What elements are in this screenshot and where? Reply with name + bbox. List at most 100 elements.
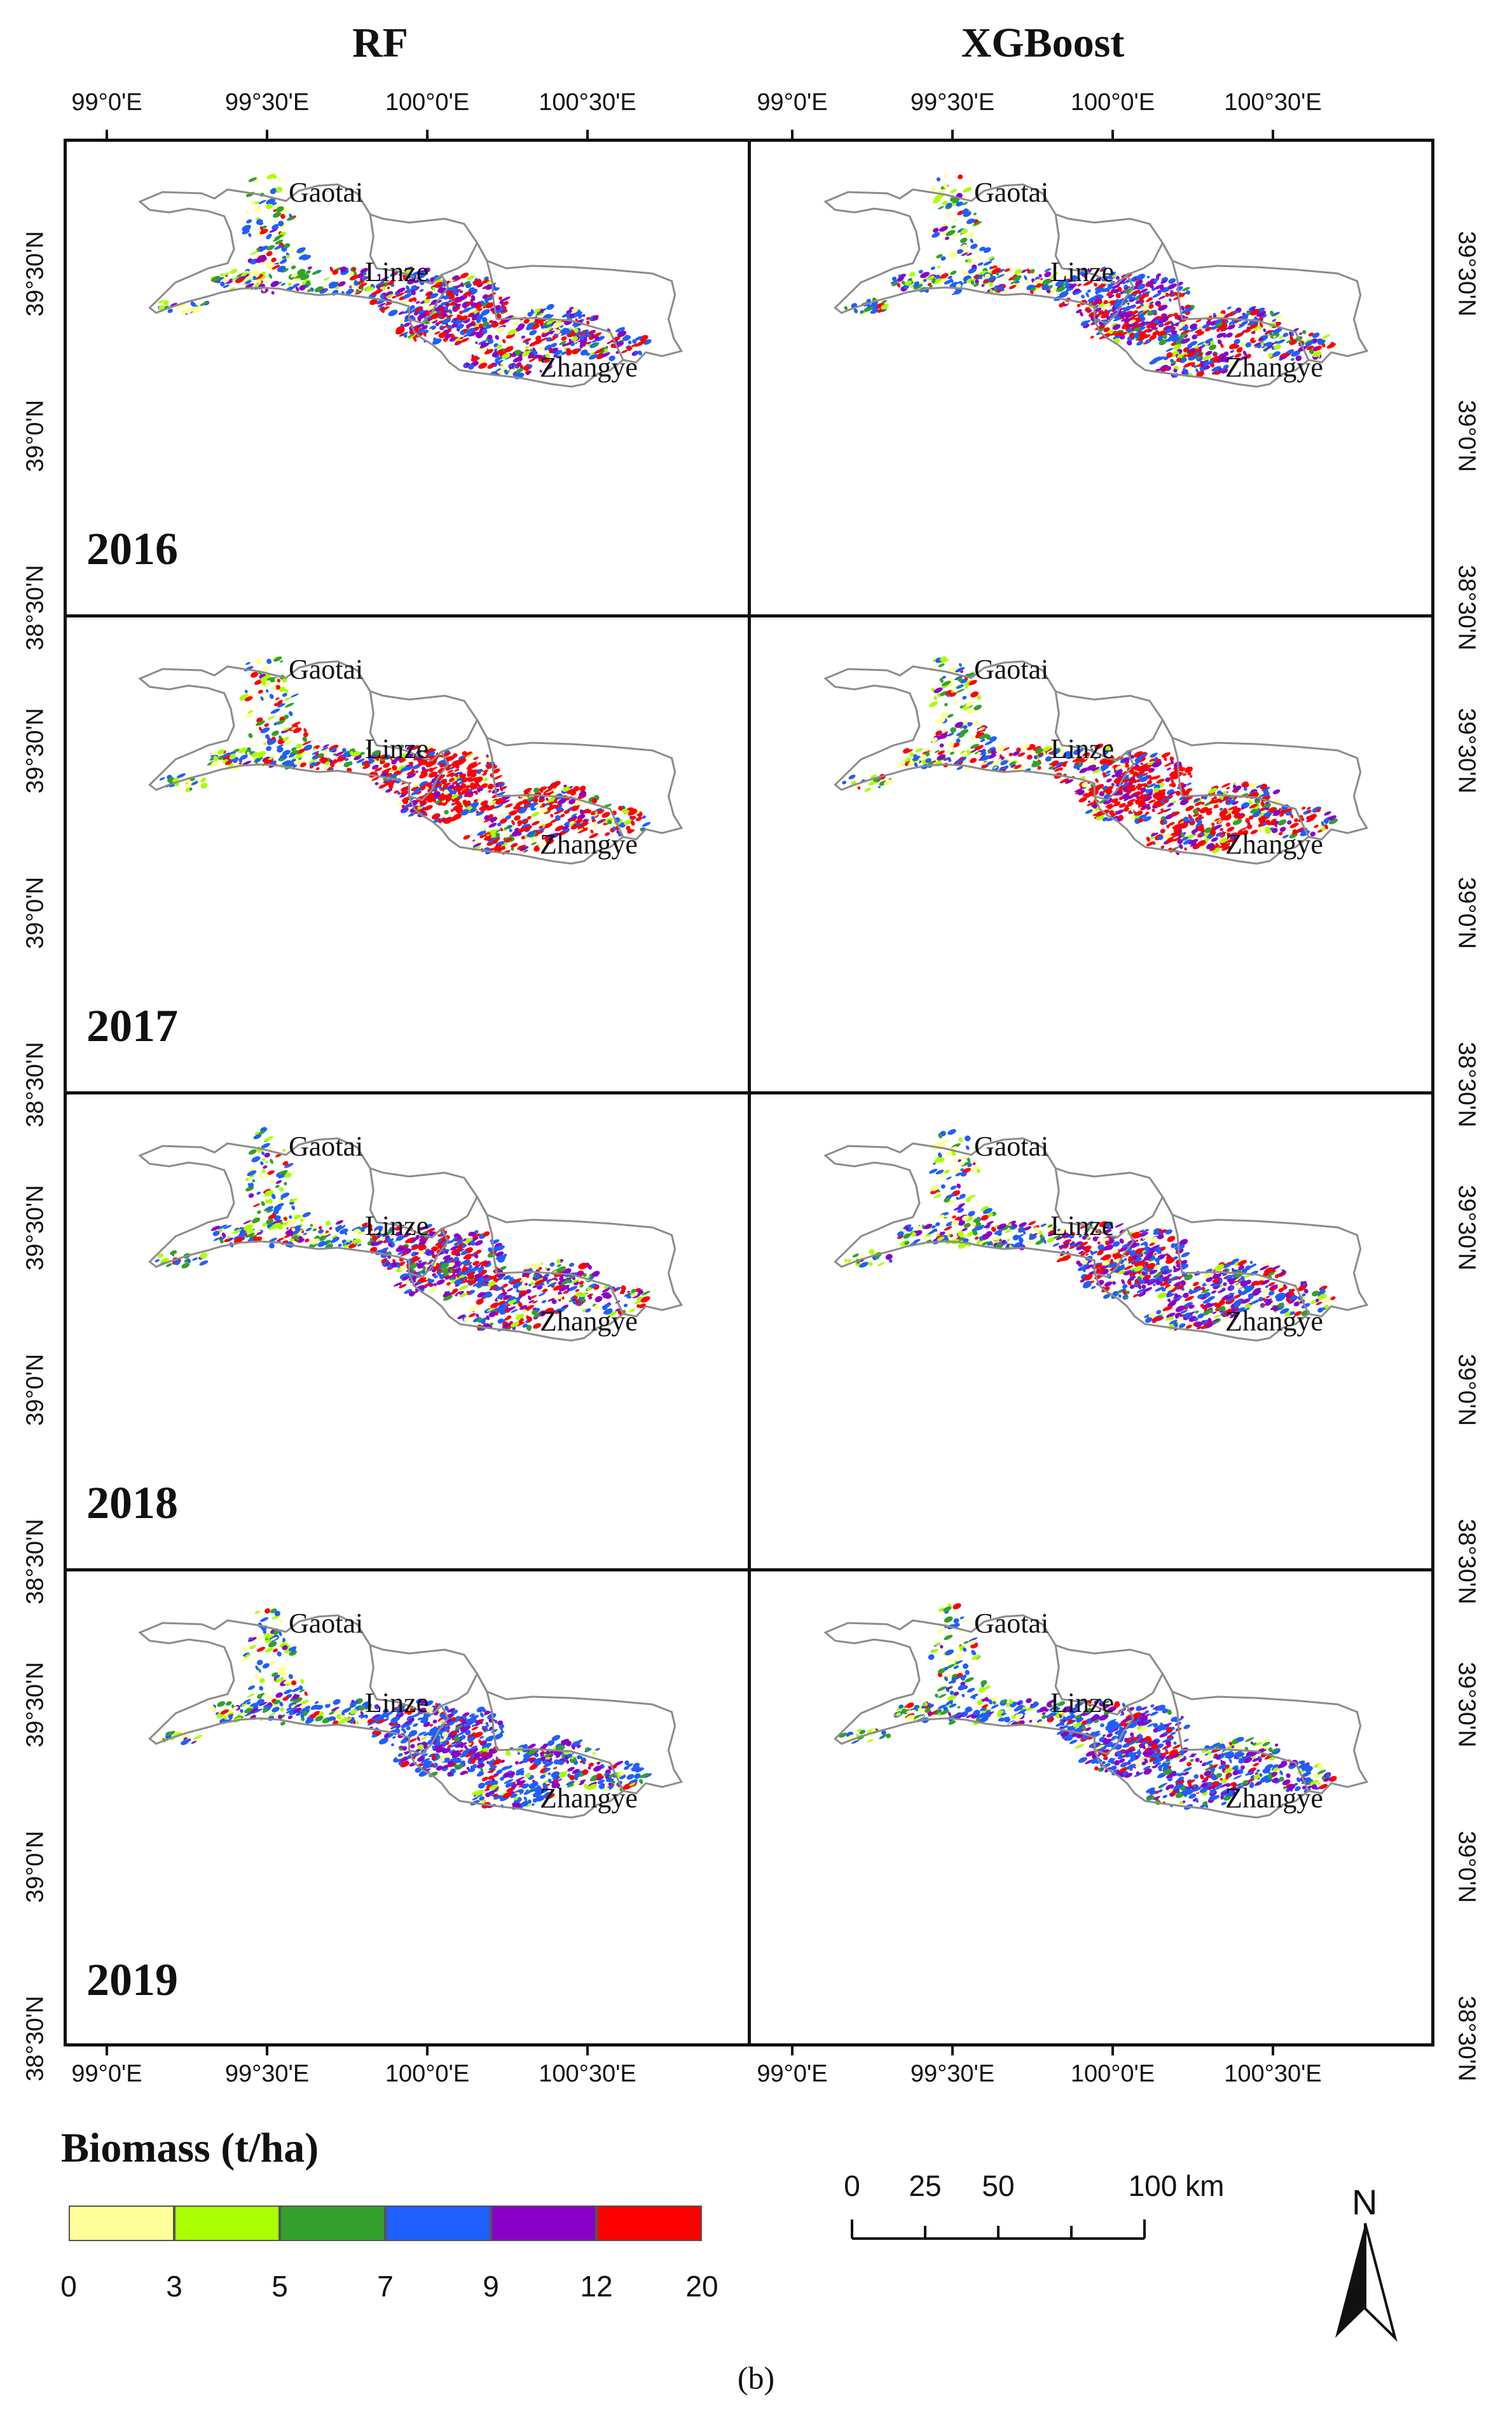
place-label-zhangye: Zhangye <box>540 352 638 383</box>
county-boundary <box>138 1614 684 1819</box>
legend-bin-label: 9 <box>483 2270 499 2303</box>
county-border <box>369 1168 478 1239</box>
left-lat-tick: 39°30'N <box>22 708 49 794</box>
top-lon-tick: 100°0'E <box>385 89 470 116</box>
left-lat-tick: 39°30'N <box>22 1662 49 1748</box>
map-panel-rf-2016: Gaotai Linze Zhangye 2016 <box>66 141 746 613</box>
county-border <box>1094 1228 1135 1278</box>
bottom-lon-tick: 100°0'E <box>385 2061 470 2087</box>
map-panel-xgboost-2017: Gaotai Linze Zhangye <box>752 618 1432 1090</box>
year-label: 2019 <box>86 1954 178 2005</box>
bottom-lon-tick: 100°30'E <box>539 2061 636 2087</box>
biomass-map <box>823 1603 1369 1819</box>
bottom-lon-tick: 100°30'E <box>1224 2061 1322 2087</box>
place-label-linze: Linze <box>365 1687 429 1718</box>
county-border <box>369 214 478 285</box>
bottom-lon-tick-mark <box>266 2047 268 2055</box>
bottom-lon-tick-mark <box>1272 2047 1274 2055</box>
legend-bin-label: 12 <box>580 2270 613 2303</box>
top-lon-tick-mark <box>266 130 268 139</box>
legend-swatch <box>280 2205 385 2241</box>
left-lat-tick: 39°30'N <box>22 231 49 317</box>
biomass-patches <box>844 1128 1336 1331</box>
county-border <box>1182 1271 1310 1315</box>
map-panel-xgboost-2019: Gaotai Linze Zhangye <box>752 1572 1432 2044</box>
county-border <box>476 242 498 320</box>
left-lat-tick: 39°0'N <box>22 1353 49 1426</box>
county-border <box>497 794 624 838</box>
top-lon-tick-mark <box>791 130 794 139</box>
biomass-map <box>138 1127 684 1342</box>
county-border <box>476 1673 498 1751</box>
place-label-gaotai: Gaotai <box>974 177 1049 208</box>
figure-caption: (b) <box>737 2360 775 2396</box>
biomass-patches <box>842 656 1338 855</box>
row-divider <box>64 614 1434 618</box>
map-panel-rf-2017: Gaotai Linze Zhangye 2017 <box>66 618 746 1090</box>
county-border <box>1054 1168 1164 1239</box>
bottom-lon-tick: 99°30'E <box>224 2061 310 2087</box>
legend-swatch <box>385 2205 491 2241</box>
top-lon-tick-mark <box>1111 130 1114 139</box>
place-label-zhangye: Zhangye <box>1225 1783 1323 1814</box>
county-border <box>1094 274 1135 324</box>
biomass-map <box>138 1608 684 1819</box>
legend-swatch <box>596 2205 702 2241</box>
biomass-patches <box>158 1608 652 1810</box>
right-lat-tick: 39°0'N <box>1453 876 1480 949</box>
top-lon-tick: 99°0'E <box>757 89 828 116</box>
top-lon-tick: 99°30'E <box>910 89 995 116</box>
right-lat-tick: 39°0'N <box>1453 399 1480 473</box>
left-lat-tick: 39°30'N <box>22 1185 49 1271</box>
county-border <box>476 1196 498 1274</box>
right-lat-tick: 38°30'N <box>1453 1042 1480 1128</box>
place-label-zhangye: Zhangye <box>1225 829 1323 860</box>
legend-bin-label: 5 <box>271 2270 288 2303</box>
legend-bin-label: 0 <box>60 2270 77 2303</box>
column-title-rf: RF <box>352 20 408 66</box>
right-lat-tick: 39°30'N <box>1453 1185 1480 1271</box>
column-title-xgboost: XGBoost <box>961 20 1125 66</box>
county-border <box>497 1271 624 1315</box>
right-lat-tick: 39°0'N <box>1453 1830 1480 1903</box>
map-panel-rf-2019: Gaotai Linze Zhangye 2019 <box>66 1572 746 2044</box>
left-lat-tick: 38°30'N <box>22 1042 49 1128</box>
county-border <box>1054 1645 1164 1716</box>
top-lon-tick-mark <box>106 130 108 139</box>
top-lon-tick: 100°0'E <box>1070 89 1155 116</box>
place-label-linze: Linze <box>1050 1210 1115 1241</box>
place-label-gaotai: Gaotai <box>289 177 364 208</box>
biomass-map <box>823 1128 1369 1342</box>
county-border <box>497 317 624 361</box>
county-border <box>497 1748 624 1791</box>
biomass-map <box>138 174 684 388</box>
right-lat-tick: 38°30'N <box>1453 565 1480 651</box>
county-border <box>1162 1196 1183 1274</box>
biomass-patches <box>158 174 652 380</box>
legend-title: Biomass (t/ha) <box>61 2125 319 2171</box>
place-label-gaotai: Gaotai <box>289 1131 364 1162</box>
year-label: 2017 <box>86 1000 178 1051</box>
county-border <box>1162 719 1183 797</box>
top-lon-tick-mark <box>426 130 429 139</box>
county-boundary <box>138 660 684 865</box>
county-border <box>1182 794 1310 838</box>
bottom-lon-tick: 99°0'E <box>757 2061 828 2087</box>
scale-label-100km: 100 km <box>1128 2169 1225 2202</box>
county-boundary <box>823 1137 1369 1342</box>
bottom-lon-tick-mark <box>426 2047 429 2055</box>
row-divider <box>64 1568 1434 1571</box>
place-label-linze: Linze <box>365 733 429 764</box>
county-boundary <box>823 183 1369 388</box>
map-panel-rf-2018: Gaotai Linze Zhangye 2018 <box>66 1095 746 1567</box>
legend-bin-label: 3 <box>166 2270 182 2303</box>
county-border <box>408 274 450 324</box>
right-lat-tick: 39°30'N <box>1453 231 1480 317</box>
place-label-linze: Linze <box>1050 733 1115 764</box>
place-label-zhangye: Zhangye <box>540 1783 638 1814</box>
left-lat-tick: 39°0'N <box>22 1830 49 1903</box>
place-label-gaotai: Gaotai <box>974 1131 1049 1162</box>
left-lat-tick: 38°30'N <box>22 1519 49 1605</box>
legend-swatch <box>174 2205 280 2241</box>
county-boundary <box>823 1614 1369 1819</box>
